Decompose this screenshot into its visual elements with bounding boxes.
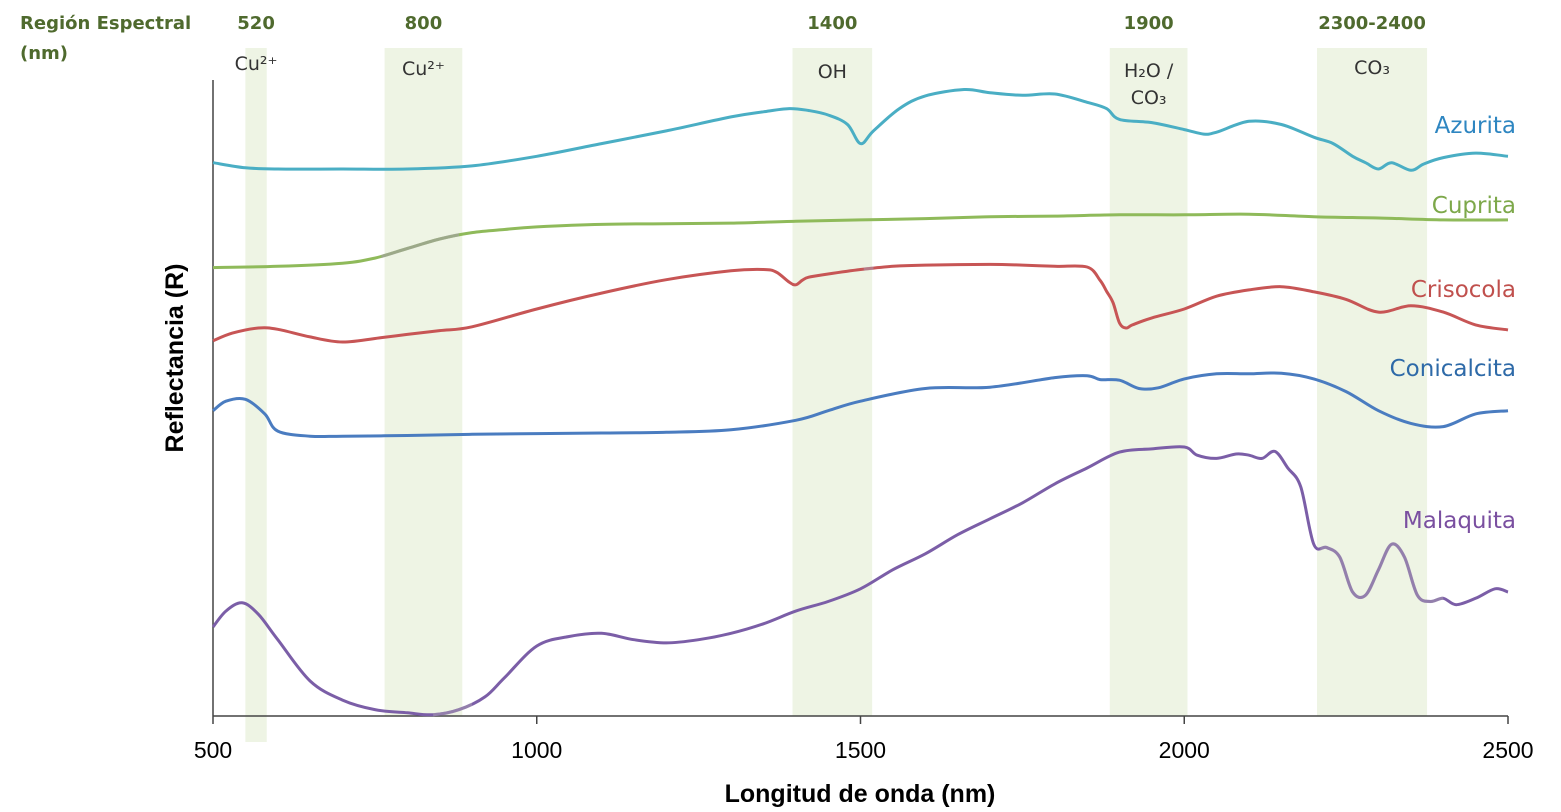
band-label: OH (818, 61, 847, 83)
band-2 (792, 48, 873, 716)
region-header-text: Región Espectral (20, 13, 191, 34)
band-center-label: 520 (237, 13, 275, 34)
series-line-conicalcita (212, 371, 1509, 439)
region-header-unit: (nm) (20, 43, 68, 64)
series-line-cuprita-muted (381, 233, 460, 259)
x-tick-label: 1500 (835, 737, 886, 763)
series-label-malaquita: Malaquita (1403, 508, 1516, 534)
band-center-label: 2300-2400 (1318, 13, 1426, 34)
series-label-azurita: Azurita (1435, 113, 1516, 139)
x-tick-label: 1000 (511, 737, 562, 763)
series-label-crisocola: Crisocola (1411, 277, 1516, 303)
band-4 (1316, 48, 1428, 716)
series-lines (211, 87, 1509, 717)
band-label: Cu²⁺ (402, 58, 445, 80)
series-line-malaquita-muted (1320, 542, 1444, 604)
x-tick-label: 500 (194, 737, 232, 763)
x-tick-label: 2000 (1159, 737, 1210, 763)
x-axis-title: Longitud de onda (nm) (725, 780, 996, 808)
region-header: Región Espectral (nm) (20, 13, 197, 64)
band-label: CO₃ (1354, 57, 1390, 79)
band-center-label: 1400 (807, 13, 857, 34)
band-label: H₂O / CO₃ (1124, 60, 1174, 109)
band-center-label: 800 (405, 13, 443, 34)
series-label-cuprita: Cuprita (1432, 193, 1516, 219)
series-labels: Azurita Cuprita Crisocola Conicalcita Malaqu… (1390, 113, 1516, 534)
y-axis-title: Reflectancia (R) (161, 264, 189, 453)
band-label: Cu²⁺ (235, 53, 278, 75)
series-line-azurita (212, 87, 1509, 172)
series-line-crisocola (212, 262, 1509, 344)
band-center-label: 1900 (1124, 13, 1174, 34)
series-label-conicalcita: Conicalcita (1390, 356, 1516, 382)
x-ticks: 500 1000 1500 2000 2500 (194, 716, 1534, 763)
series-line-malaquita-muted (433, 702, 472, 717)
band-0 (245, 48, 267, 742)
x-tick-label: 2500 (1482, 737, 1533, 763)
band-1 (384, 48, 463, 716)
